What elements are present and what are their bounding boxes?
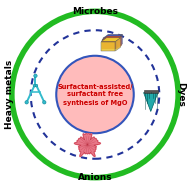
Circle shape [25, 101, 28, 104]
Text: Heavy metals: Heavy metals [5, 60, 14, 129]
Polygon shape [103, 34, 123, 38]
Polygon shape [103, 38, 117, 48]
Polygon shape [101, 38, 121, 42]
Polygon shape [102, 36, 122, 40]
Circle shape [43, 101, 46, 104]
Polygon shape [115, 38, 121, 51]
Circle shape [35, 84, 38, 87]
Polygon shape [117, 34, 123, 48]
Text: Surfactant-assisted/
surfactant free
synthesis of MgO: Surfactant-assisted/ surfactant free syn… [57, 84, 133, 105]
Text: Microbes: Microbes [72, 7, 118, 16]
Circle shape [56, 56, 134, 133]
Circle shape [33, 84, 36, 87]
Polygon shape [74, 134, 101, 156]
Circle shape [12, 11, 178, 178]
Circle shape [34, 74, 37, 77]
Polygon shape [101, 42, 115, 51]
Polygon shape [144, 93, 158, 112]
Polygon shape [144, 90, 158, 93]
Text: Anions: Anions [78, 173, 112, 182]
Polygon shape [116, 36, 122, 49]
Polygon shape [102, 40, 116, 49]
Text: Dyes: Dyes [176, 82, 185, 107]
Circle shape [31, 30, 159, 159]
